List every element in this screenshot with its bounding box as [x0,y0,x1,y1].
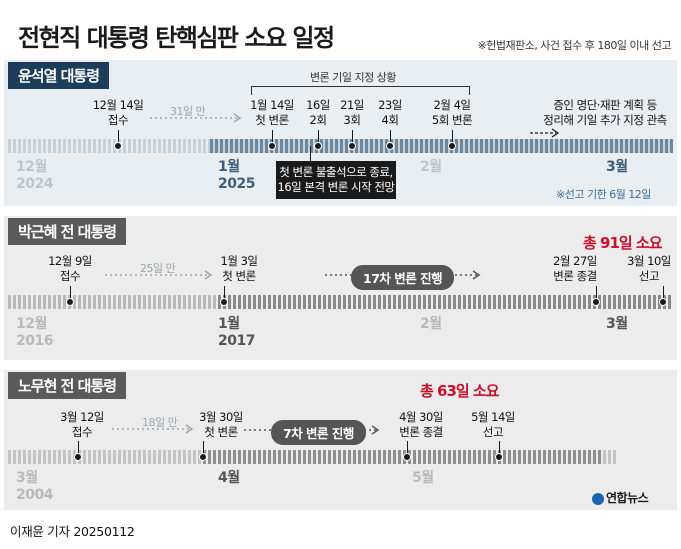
event-stem [596,286,597,302]
event-dot [114,142,122,150]
event-label: 12월 14일 접수 [92,98,144,127]
event-stem [272,130,273,146]
event-label: 1월 3일 첫 변론 [220,254,258,283]
dotted-arrow [150,113,242,123]
bracket-label: 변론 기일 지정 상황 [310,71,396,84]
dotted-arrow [112,424,194,434]
short-arrow [530,128,560,138]
yonhap-logo: 연합뉴스 [592,489,649,506]
event-dot [199,453,207,461]
event-label: 증인 명단·재판 계획 등 정리해 기일 추가 지정 관측 [543,98,667,127]
event-label: 12월 9일 접수 [48,254,92,283]
roh-panel: 노무현 전 대통령 [4,370,677,510]
month-label: 12월 2024 [16,159,53,192]
event-dot [66,298,74,306]
month-label: 12월 2016 [16,316,53,349]
event-dot [403,453,411,461]
deadline-note: ※선고 기한 6월 12일 [556,188,651,201]
event-label: 3월 12일 접수 [60,410,104,439]
event-stem [203,441,204,457]
event-dot [348,142,356,150]
event-stem [452,130,453,146]
gap-label: 18일 만 [142,416,178,429]
panel-label: 윤석열 대통령 [8,62,110,89]
event-dot [220,298,228,306]
month-label: 4월 [218,470,240,486]
month-label: 3월 [606,316,628,332]
sessions-pill: 7차 변론 진행 [271,420,366,445]
event-dot [314,142,322,150]
event-dot [592,298,600,306]
timeline-highlight [218,295,673,309]
timeline-highlight [210,139,673,153]
event-stem [78,441,79,457]
gap-label: 25일 만 [140,262,176,275]
timeline-stripe [8,139,673,153]
timeline-stripe [8,295,673,309]
event-label: 1월 14일 첫 변론 [250,98,294,127]
month-label: 5월 [412,470,434,486]
month-label: 3월 [606,159,628,175]
event-label: 3월 10일 선고 [627,254,671,283]
logo-icon [592,492,604,505]
event-label: 4월 30일 변론 종결 [399,410,443,439]
event-dot [659,298,667,306]
event-stem [70,286,71,302]
timeline-stripe [8,450,616,464]
byline: 이재윤 기자 20250112 [10,524,135,539]
event-stem [663,286,664,302]
month-label: 2월 [420,316,442,332]
park-panel: 박근혜 전 대통령 [4,216,677,360]
month-label: 3월 2004 [16,470,53,503]
event-stem [352,130,353,146]
callout-pointer [310,146,311,161]
event-label: 2월 27일 변론 종결 [553,254,597,283]
bracket-line [251,86,470,95]
event-label: 21일 3회 [340,98,364,127]
event-label: 5월 14일 선고 [471,410,515,439]
sessions-pill: 17차 변론 진행 [351,265,455,290]
event-label: 16일 2회 [306,98,330,127]
panel-label: 박근혜 전 대통령 [8,218,127,245]
event-stem [499,441,500,457]
event-dot [495,453,503,461]
event-dot [448,142,456,150]
event-dot [386,142,394,150]
event-stem [118,130,119,146]
event-dot [74,453,82,461]
subtitle-note: ※헌법재판소, 사건 접수 후 180일 이내 선고 [477,39,672,52]
total-days: 총 63일 소요 [420,382,500,400]
event-stem [407,441,408,457]
event-label: 3월 30일 첫 변론 [199,410,243,439]
gap-label: 31일 만 [170,105,206,118]
month-label: 1월 2025 [218,159,255,192]
month-label: 2월 [420,159,442,175]
dotted-arrow [105,270,213,280]
event-stem [390,130,391,146]
page-title: 전현직 대통령 탄핵심판 소요 일정 [18,24,335,52]
month-label: 1월 2017 [218,316,255,349]
event-stem [318,130,319,146]
event-stem [224,286,225,302]
callout-box: 첫 변론 불출석으로 종료, 16일 본격 변론 시작 전망 [276,161,396,199]
event-label: 2월 4일 5회 변론 [431,98,473,127]
panel-label: 노무현 전 대통령 [8,372,127,399]
event-dot [268,142,276,150]
event-label: 23일 4회 [378,98,402,127]
total-days: 총 91일 소요 [583,234,663,252]
